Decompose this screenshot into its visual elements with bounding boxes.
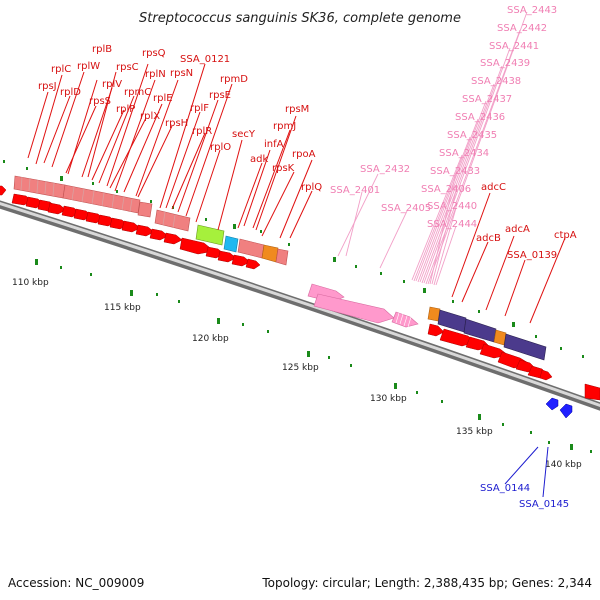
gene-label-rpsJ: rpsJ [38,81,57,92]
gene-label-SSA_2405: SSA_2405 [381,203,431,214]
ribosomal-segment-lines [20,176,176,229]
ribosomal-operon-block [13,175,191,232]
gene-label-adcA: adcA [505,224,530,235]
gene-label-rplO: rplO [210,142,231,153]
forward-cds-arrows [0,185,600,401]
gene-label-SSA_2441: SSA_2441 [489,41,539,52]
gene-label-rplW: rplW [77,61,100,72]
gene-label-rplC: rplC [51,64,71,75]
orange-gene-block-3 [493,329,507,346]
gene-label-SSA_0145: SSA_0145 [519,499,569,510]
gene-label-rplB: rplB [92,44,112,55]
tick-label-140kbp: 140 kbp [545,460,582,470]
tick-label-120kbp: 120 kbp [192,334,229,344]
gene-label-SSA_2439: SSA_2439 [480,58,530,69]
rna-gene-features [307,283,419,328]
gene-label-rplV: rplV [102,79,122,90]
gene-label-rpsH: rpsH [165,118,188,129]
gene-label-rpmD: rpmD [220,74,248,85]
tick-label-130kbp: 130 kbp [370,394,407,404]
green-gene-block [195,224,225,246]
gene-label-SSA_2438: SSA_2438 [471,76,521,87]
gene-label-SSA_2436: SSA_2436 [455,112,505,123]
red-gene-labels: rplB rpsQ SSA_0121 rplC rplW rpsC rplN r… [38,44,577,261]
gene-label-rpsQ: rpsQ [142,48,166,59]
gene-label-rpsS: rpsS [89,96,111,107]
gene-label-infA: infA [264,139,284,150]
gene-label-SSA_2432: SSA_2432 [360,164,410,175]
purple-gene-block-3 [503,333,547,361]
accession-label: Accession: NC_009009 [8,576,144,590]
tick-label-125kbp: 125 kbp [282,363,319,373]
cyan-gene-block [223,235,239,253]
gene-label-SSA_2433: SSA_2433 [430,166,480,177]
gene-label-SSA_0121: SSA_0121 [180,54,230,65]
orange-gene-block-2 [427,306,441,322]
gene-label-adcB: adcB [476,233,501,244]
gene-label-SSA_2434: SSA_2434 [439,148,489,159]
pink-gene-labels: SSA_2443 SSA_2442 SSA_2441 SSA_2439 SSA_… [330,5,557,230]
gene-label-rpsN: rpsN [170,68,193,79]
reverse-cds-arrows [545,397,573,419]
tick-label-135kbp: 135 kbp [456,427,493,437]
gene-label-SSA_0139: SSA_0139 [507,250,557,261]
gene-label-adcC: adcC [481,182,506,193]
gene-label-adk: adk [250,154,268,165]
map-title: Streptococcus sanguinis SK36, complete g… [139,11,461,26]
ribosomal-block-3 [275,248,289,266]
orange-gene-block [261,244,279,263]
tick-label-115kbp: 115 kbp [104,303,141,313]
gene-label-rpsE: rpsE [209,90,231,101]
gene-label-rpoA: rpoA [292,149,316,160]
rna-gene-stripes [395,312,412,328]
gene-label-SSA_2443: SSA_2443 [507,5,557,16]
gene-label-SSA_2435: SSA_2435 [447,130,497,141]
blue-leader-lines [504,446,549,498]
gene-label-rpmC: rpmC [124,87,151,98]
gene-label-rpsM: rpsM [285,104,309,115]
gene-label-rplP: rplP [116,104,135,115]
gene-label-ctpA: ctpA [554,230,577,241]
gene-label-rplF: rplF [190,103,209,114]
gene-label-SSA_2437: SSA_2437 [462,94,512,105]
purple-gene-block-1 [437,309,467,333]
pink-leader-lines [337,11,528,286]
gene-label-rplX: rplX [140,111,160,122]
gene-label-SSA_2406: SSA_2406 [421,184,471,195]
gene-label-SSA_0144: SSA_0144 [480,483,530,494]
gene-label-rplQ: rplQ [301,182,322,193]
gene-label-rplE: rplE [153,93,173,104]
gene-label-rplD: rplD [60,87,81,98]
red-leader-lines [27,63,566,324]
gene-label-SSA_2444: SSA_2444 [427,219,477,230]
genome-backbone-highlight [0,202,600,408]
gene-label-SSA_2442: SSA_2442 [497,23,547,34]
blue-gene-labels: SSA_0144 SSA_0145 [480,483,569,510]
gene-label-SSA_2401: SSA_2401 [330,185,380,196]
gene-label-SSA_2440: SSA_2440 [427,201,477,212]
ribosomal-block-2 [237,238,265,259]
gene-label-rplR: rplR [192,126,212,137]
gene-label-rplN: rplN [145,69,166,80]
gene-label-rpsC: rpsC [116,62,139,73]
gene-label-rpsK: rpsK [272,163,295,174]
gene-label-rpmJ: rpmJ [273,121,296,132]
genome-summary: Topology: circular; Length: 2,388,435 bp… [261,576,592,590]
gene-label-secY: secY [232,129,256,140]
tick-label-110kbp: 110 kbp [12,278,49,288]
inner-ring-ticks [35,259,592,453]
